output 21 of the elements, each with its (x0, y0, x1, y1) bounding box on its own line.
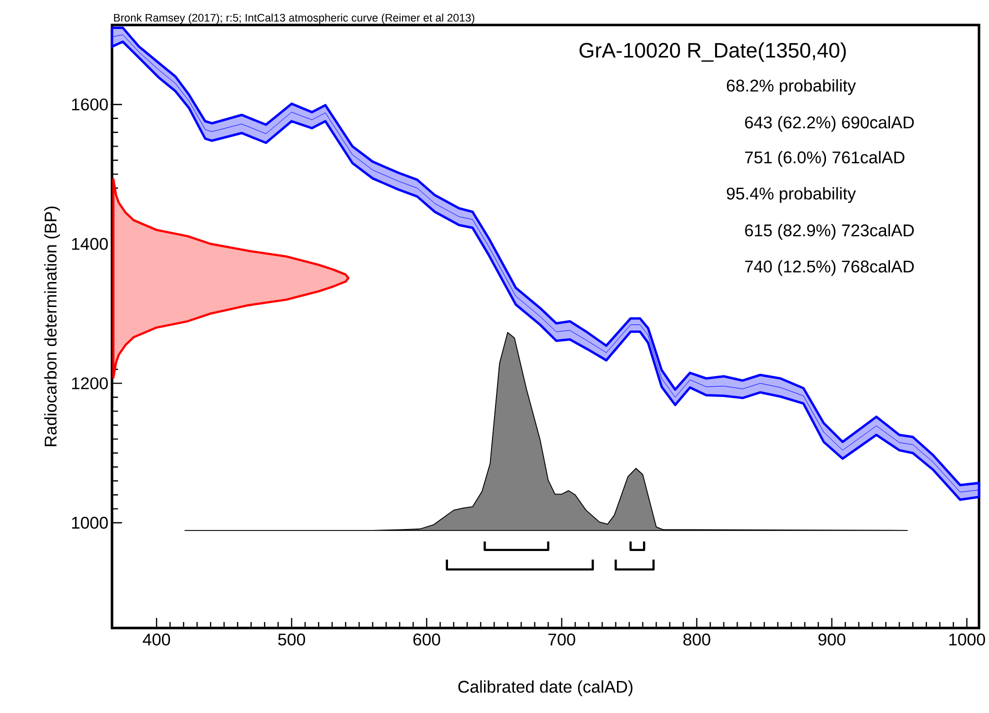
y-tick-label: 1000 (72, 516, 108, 529)
text: Bronk Ramsey (2017); r:5; IntCal13 atmospheric curve (Reimer et al 2013) (114, 14, 474, 24)
y-axis-title: Radiocarbon determination (BP) (44, 206, 60, 446)
y-tick-label: 1600 (72, 98, 108, 110)
x-tick-label: 1000 (949, 634, 986, 646)
x-tick-label: 900 (818, 634, 846, 646)
x-tick-label: 800 (683, 634, 710, 646)
x-tick-label: 700 (548, 634, 576, 646)
x-tick-label: 400 (142, 634, 170, 646)
annotation: 68.2% probability (726, 79, 856, 95)
x-axis-title: Calibrated date (calAD) (458, 680, 632, 696)
x-tick-label: 500 (278, 634, 306, 646)
y-tick-label: 1400 (72, 238, 108, 250)
annotation: 740 (12.5%) 768calAD (745, 260, 914, 276)
x-tick-label: 600 (413, 634, 440, 646)
annotation: 643 (62.2%) 690calAD (745, 116, 914, 132)
annotation: 95.4% probability (726, 187, 856, 203)
text: GrA-10020 R_Date(1350,40) (580, 42, 846, 62)
y-tick-label: 1200 (72, 377, 108, 390)
annotation: 751 (6.0%) 761calAD (745, 150, 904, 167)
annotation: 615 (82.9%) 723calAD (745, 224, 914, 240)
